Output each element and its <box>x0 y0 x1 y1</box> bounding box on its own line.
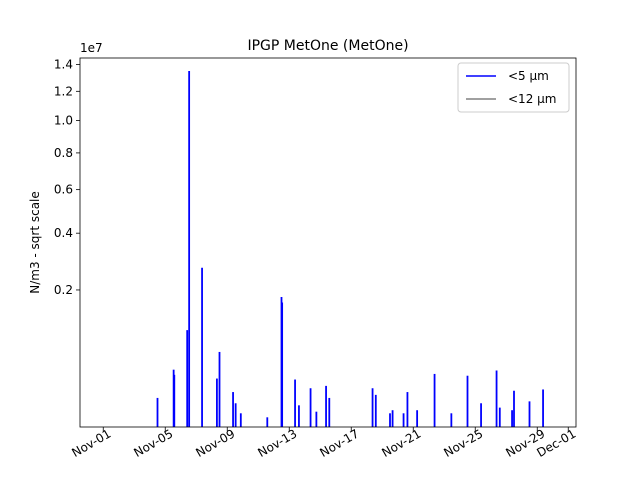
plot-area <box>156 70 544 427</box>
y-tick-label-6: 1.4 <box>54 57 73 71</box>
legend-label-small-particles: <5 µm <box>508 69 549 83</box>
legend-label-large-particles: <12 µm <box>508 92 556 106</box>
y-tick-label-0: 0.2 <box>54 283 73 297</box>
y-tick-label-1: 0.4 <box>54 226 73 240</box>
y-axis-ticks: 0.2 0.4 0.6 0.8 1.0 1.2 1.4 <box>54 57 80 297</box>
y-tick-label-5: 1.2 <box>54 84 73 98</box>
legend: <5 µm <12 µm <box>457 62 570 113</box>
y-tick-label-4: 1.0 <box>54 114 73 128</box>
y-axis-label: N/m3 - sqrt scale <box>28 191 42 294</box>
y-axis-offset-text: 1e7 <box>80 41 103 55</box>
axes-frame <box>79 57 577 428</box>
chart-title: IPGP MetOne (MetOne) <box>247 38 408 54</box>
y-tick-label-2: 0.6 <box>54 183 73 197</box>
y-tick-label-3: 0.8 <box>54 146 73 160</box>
